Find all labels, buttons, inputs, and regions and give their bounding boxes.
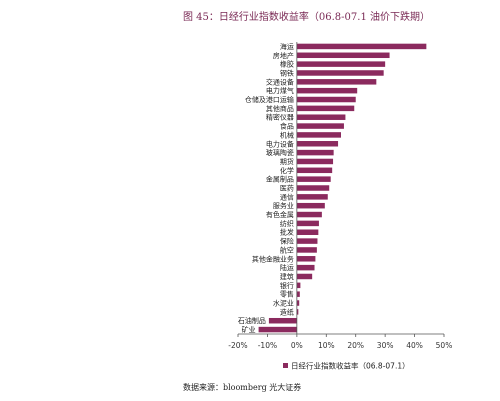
category-label: 服务业 (273, 201, 294, 210)
category-label: 纺织 (280, 219, 294, 228)
bar (296, 61, 386, 67)
category-label: 矿业 (242, 325, 256, 334)
bar (296, 123, 344, 129)
category-label: 保险 (280, 237, 294, 246)
bar (296, 43, 427, 50)
x-tick-label: -20% (228, 341, 247, 350)
bar (296, 194, 328, 200)
bar (296, 229, 319, 235)
chart-title: 图 45：日经行业指数收益率（06.8-07.1 油价下跌期） (183, 12, 430, 23)
bars-layer (258, 43, 427, 333)
bar (296, 132, 341, 138)
bar (296, 185, 330, 191)
category-label: 玻璃陶瓷 (266, 148, 294, 157)
category-label: 造纸 (280, 307, 294, 316)
bar-chart: 海运房地产橡胶钢铁交通设备电力煤气仓储及港口运输其他商品精密仪器食品机械电力设备… (228, 42, 452, 371)
legend: 日经行业指数收益率（06.8-07.1） (283, 361, 410, 371)
bar (296, 96, 356, 103)
category-label: 有色金属 (266, 210, 294, 219)
bar (258, 326, 297, 333)
bar (268, 317, 297, 324)
bar (296, 52, 390, 59)
category-label: 橡胶 (280, 60, 294, 69)
legend-swatch (283, 363, 288, 368)
bar (296, 158, 334, 165)
category-labels: 海运房地产橡胶钢铁交通设备电力煤气仓储及港口运输其他商品精密仪器食品机械电力设备… (238, 42, 294, 334)
category-label: 钢铁 (280, 68, 294, 77)
bar (296, 149, 334, 156)
x-axis-ticks: -20% -10% 0% 10% 20% 30% 40% 50% (228, 334, 452, 350)
x-tick-label: 50% (436, 341, 453, 350)
bar (296, 176, 331, 182)
bar (296, 309, 299, 315)
bar (296, 291, 300, 297)
bar (296, 238, 318, 244)
category-label: 石油制品 (238, 316, 266, 325)
category-label: 电力煤气 (266, 86, 294, 95)
category-label: 期货 (280, 157, 294, 166)
legend-label: 日经行业指数收益率（06.8-07.1） (291, 361, 410, 371)
category-label: 其他金融业务 (252, 254, 294, 263)
x-tick-label: 40% (406, 341, 423, 350)
category-label: 精密仪器 (266, 113, 294, 122)
bar (296, 105, 355, 112)
category-label: 仓储及港口运输 (245, 95, 294, 104)
category-label: 金属制品 (266, 175, 294, 184)
category-label: 房地产 (273, 51, 294, 60)
category-label: 建筑 (280, 272, 294, 281)
x-tick-label: -10% (258, 341, 277, 350)
bar (296, 70, 384, 76)
category-label: 医药 (280, 184, 294, 193)
bar (296, 300, 300, 306)
category-label: 陆运 (280, 263, 294, 272)
bar (296, 211, 322, 218)
bar (296, 282, 301, 289)
bar (296, 264, 315, 271)
category-label: 电力设备 (266, 139, 294, 148)
bar (296, 247, 317, 253)
bar (296, 273, 313, 280)
x-tick-label: 30% (377, 341, 394, 350)
bar (296, 167, 333, 174)
bar (296, 256, 316, 262)
category-label: 批发 (280, 228, 294, 237)
category-label: 食品 (280, 122, 294, 131)
category-label: 交通设备 (266, 77, 294, 86)
category-label: 机械 (280, 130, 294, 139)
x-tick-label: 10% (318, 341, 335, 350)
category-label: 银行 (280, 281, 294, 290)
x-tick-label: 20% (347, 341, 364, 350)
source-note: 数据来源：bloomberg 光大证券 (183, 383, 302, 392)
category-label: 航空 (280, 245, 294, 254)
bar (296, 220, 319, 227)
category-label: 其他商品 (266, 104, 294, 113)
category-label: 零售 (280, 290, 294, 299)
category-label: 水泥业 (273, 299, 294, 308)
category-label: 通信 (280, 192, 294, 201)
x-tick-label: 0% (291, 341, 303, 350)
bar (296, 202, 325, 209)
category-label: 海运 (280, 42, 294, 51)
bar (296, 79, 377, 85)
bar (296, 141, 339, 147)
bar (296, 114, 346, 120)
category-label: 化学 (280, 166, 294, 175)
bar (296, 87, 358, 94)
